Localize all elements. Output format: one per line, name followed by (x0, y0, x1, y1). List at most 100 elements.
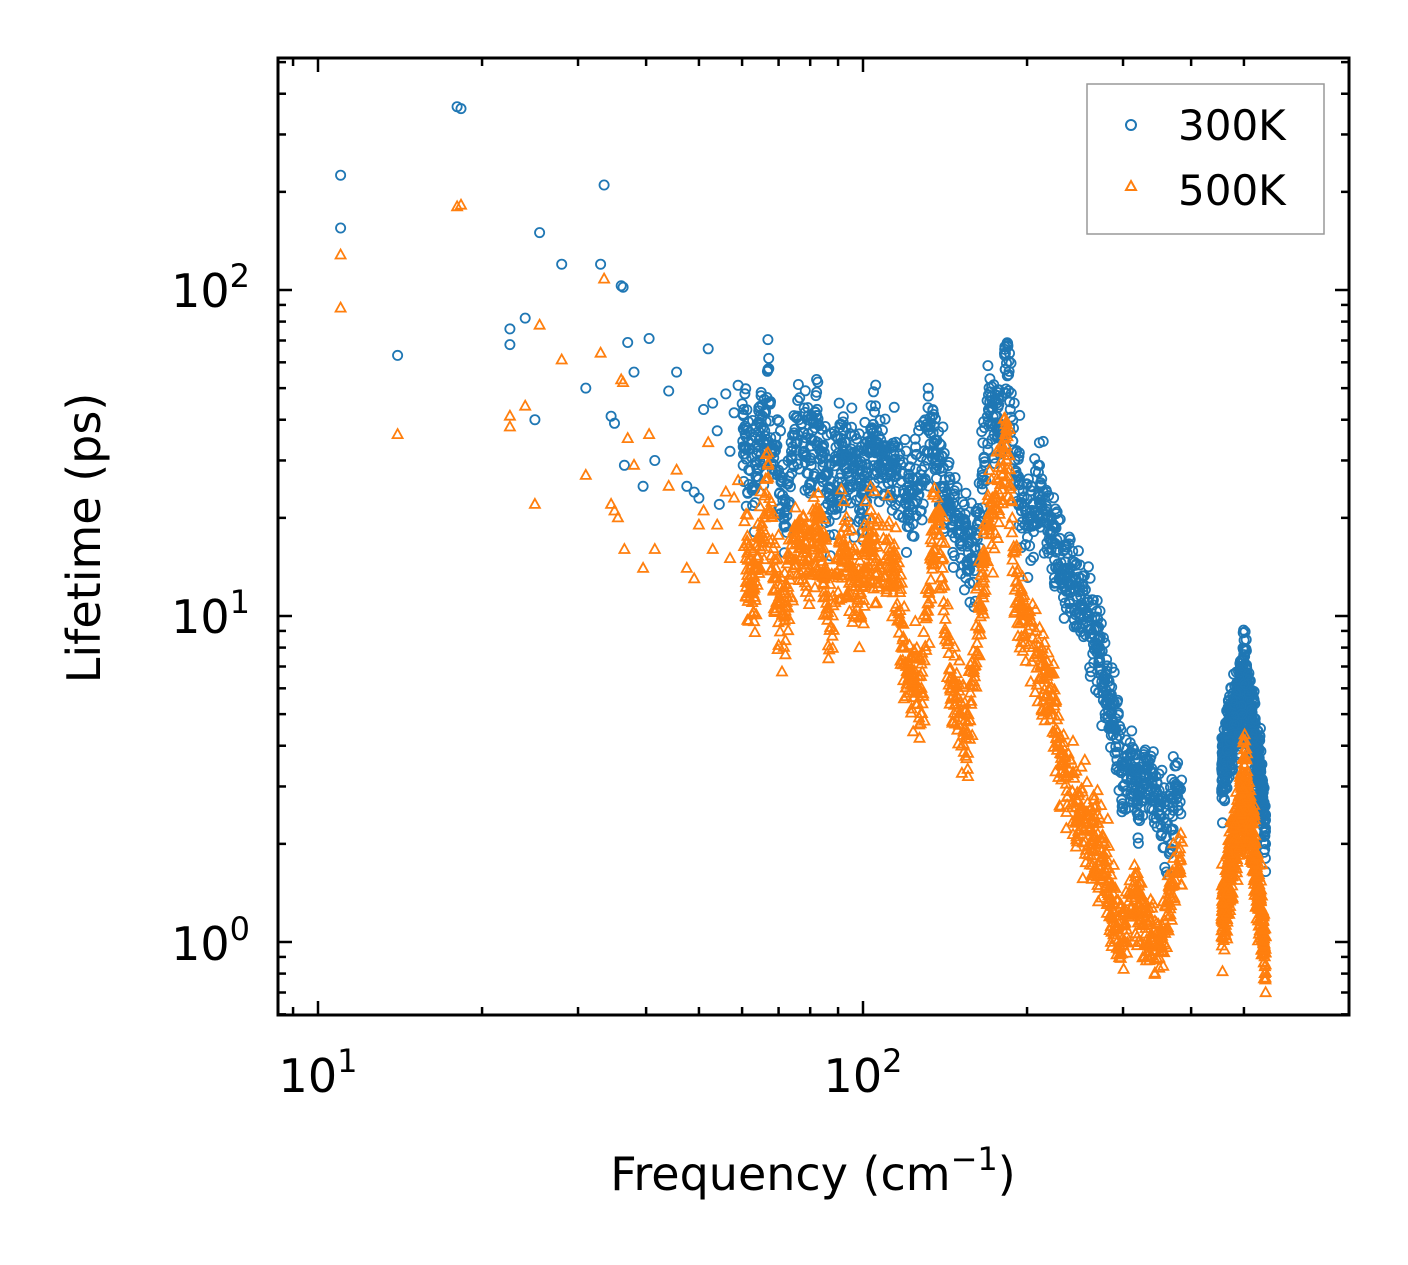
data-point-500K (876, 518, 890, 531)
data-point-500K (762, 532, 776, 545)
data-point-500K (967, 665, 981, 678)
data-point-500K (1168, 893, 1182, 906)
data-point-500K (902, 638, 917, 650)
data-point-300K (1226, 758, 1238, 770)
data-point-500K (1118, 935, 1132, 947)
data-point-500K (697, 503, 711, 516)
data-point-500K (1016, 569, 1030, 582)
data-point-300K (609, 417, 621, 429)
data-point-300K (1028, 551, 1040, 563)
data-point-300K (896, 468, 908, 480)
data-point-300K (1040, 484, 1052, 496)
data-point-300K (1217, 753, 1229, 765)
data-point-500K (788, 518, 802, 531)
data-point-500K (812, 508, 826, 521)
data-point-300K (1082, 561, 1094, 573)
data-point-300K (1045, 544, 1057, 556)
data-point-500K (1087, 816, 1101, 829)
data-point-300K (1132, 832, 1144, 844)
data-point-500K (1233, 831, 1247, 844)
data-point-500K (997, 440, 1011, 453)
data-point-500K (832, 592, 846, 605)
data-point-300K (919, 414, 931, 426)
data-point-500K (853, 553, 867, 566)
data-point-300K (779, 521, 791, 533)
data-point-500K (882, 532, 896, 545)
data-point-300K (862, 462, 874, 474)
data-point-300K (954, 538, 966, 550)
data-point-500K (745, 595, 759, 607)
data-point-500K (907, 643, 921, 655)
data-point-500K (857, 616, 871, 629)
data-point-500K (860, 519, 874, 532)
data-point-500K (1053, 746, 1067, 759)
data-point-500K (904, 677, 918, 690)
data-point-500K (1219, 907, 1233, 919)
data-point-500K (1127, 875, 1141, 887)
data-point-500K (1215, 938, 1229, 951)
data-point-500K (773, 624, 787, 637)
data-point-500K (797, 562, 811, 575)
data-point-500K (817, 576, 831, 588)
data-point-500K (920, 609, 934, 622)
data-point-500K (921, 603, 935, 616)
data-point-500K (1225, 861, 1239, 874)
data-point-300K (816, 450, 828, 462)
data-point-500K (918, 639, 932, 652)
data-point-300K (1238, 624, 1250, 636)
data-point-500K (765, 510, 779, 522)
data-point-500K (1013, 590, 1027, 602)
data-point-500K (869, 554, 883, 566)
data-point-500K (1252, 898, 1266, 911)
data-point-500K (1236, 781, 1250, 794)
data-point-300K (949, 472, 961, 484)
data-point-300K (1037, 435, 1049, 447)
data-point-300K (870, 400, 882, 412)
data-point-300K (794, 392, 806, 404)
data-point-500K (835, 548, 849, 561)
data-point-300K (1133, 791, 1145, 803)
data-point-500K (1078, 752, 1092, 765)
data-point-500K (938, 622, 952, 634)
data-point-500K (1246, 842, 1260, 855)
data-point-500K (834, 591, 848, 604)
data-point-300K (971, 533, 983, 545)
data-point-300K (1132, 837, 1144, 849)
data-point-300K (1035, 477, 1047, 489)
data-point-500K (762, 501, 776, 514)
data-point-500K (1248, 843, 1262, 856)
data-point-300K (1219, 755, 1231, 767)
data-point-500K (1100, 852, 1114, 865)
data-point-500K (450, 199, 464, 212)
data-point-300K (698, 403, 710, 415)
data-point-500K (1153, 935, 1167, 948)
data-point-300K (955, 552, 967, 564)
data-point-500K (783, 568, 797, 580)
data-point-300K (1219, 776, 1231, 788)
data-point-500K (555, 352, 569, 365)
data-point-300K (809, 406, 821, 418)
data-point-500K (1168, 865, 1182, 877)
data-point-300K (819, 420, 831, 432)
data-point-500K (1026, 597, 1040, 609)
data-point-300K (901, 546, 913, 558)
data-point-500K (1104, 906, 1118, 918)
data-point-500K (1259, 965, 1273, 977)
data-point-500K (1094, 798, 1108, 810)
data-point-500K (831, 551, 845, 564)
data-point-300K (1240, 679, 1252, 691)
data-point-300K (831, 431, 843, 443)
data-point-500K (1228, 816, 1242, 828)
data-point-500K (1066, 764, 1080, 777)
data-point-500K (1104, 919, 1118, 931)
data-point-500K (1018, 629, 1032, 641)
data-point-500K (1172, 853, 1186, 866)
data-point-500K (1059, 805, 1074, 817)
data-point-300K (805, 452, 817, 464)
data-point-300K (1075, 626, 1087, 638)
data-point-500K (942, 646, 956, 658)
data-point-300K (1014, 409, 1026, 421)
data-point-500K (782, 547, 796, 560)
data-point-500K (852, 640, 866, 653)
data-point-300K (959, 528, 971, 540)
